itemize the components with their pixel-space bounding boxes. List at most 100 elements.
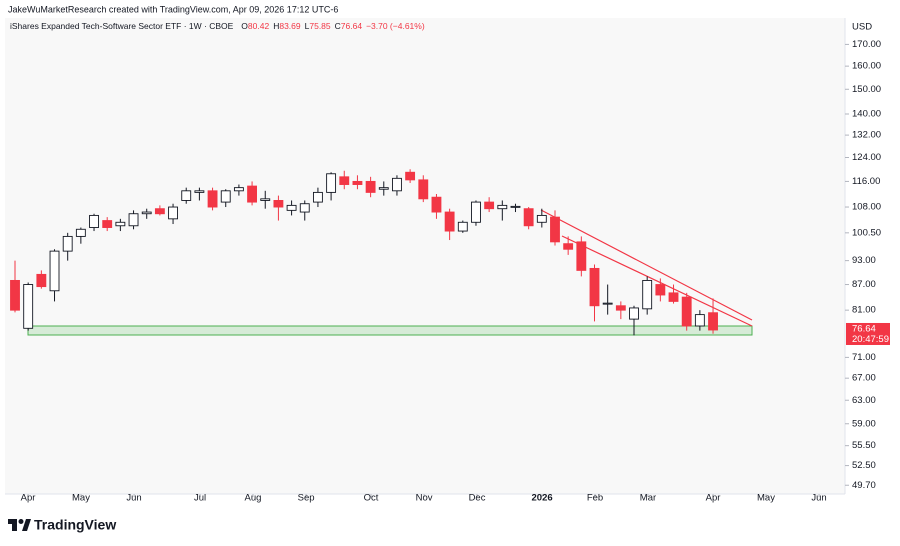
candle-body — [89, 214, 99, 228]
candle-body — [602, 302, 613, 305]
candle-body — [431, 196, 442, 213]
y-tick-label: 124.00 — [852, 152, 881, 163]
last-price: 76.64 — [852, 324, 876, 335]
y-tick-label: 55.50 — [852, 440, 876, 451]
candle-body — [102, 220, 113, 228]
y-tick-label: 67.00 — [852, 373, 876, 384]
candle-body — [563, 243, 574, 250]
candle-body — [326, 173, 337, 193]
y-tick-label: 116.00 — [852, 176, 880, 187]
logo-part — [12, 519, 17, 531]
y-tick-label: 81.00 — [852, 305, 876, 316]
candle-body — [339, 176, 350, 185]
legend-value: 75.85 — [309, 21, 331, 31]
plot-area — [5, 18, 845, 494]
candle-body — [154, 208, 165, 215]
candle-body — [629, 307, 639, 320]
legend-label: H — [273, 21, 279, 31]
candle-body — [168, 206, 178, 220]
x-tick-label: Oct — [364, 493, 379, 504]
candle-body — [418, 179, 429, 200]
y-tick-label: 132.00 — [852, 130, 881, 141]
x-tick-label: 2026 — [532, 493, 553, 504]
candle-body — [75, 228, 86, 237]
y-tick-label: 100.50 — [852, 227, 881, 238]
x-tick-label: Jul — [194, 493, 206, 504]
candle-body — [444, 211, 455, 232]
candle-body — [49, 250, 60, 292]
legend-value: 83.69 — [279, 21, 301, 31]
y-tick-label: 140.00 — [852, 109, 881, 120]
x-tick-label: May — [72, 493, 90, 504]
candle-body — [299, 203, 310, 213]
candle-body — [378, 187, 389, 190]
y-tick-label: 49.70 — [852, 480, 876, 491]
candle-body — [181, 190, 192, 201]
candle-body — [405, 171, 416, 181]
y-tick-label: 87.00 — [852, 279, 876, 290]
candle-body — [115, 221, 126, 227]
candle-body — [233, 187, 244, 192]
x-tick-label: Jun — [811, 493, 826, 504]
candle-body — [62, 235, 73, 252]
brand-logo: TradingView — [8, 517, 116, 533]
x-tick-label: May — [757, 493, 775, 504]
candle-body — [576, 241, 587, 271]
y-tick-label: 160.00 — [852, 61, 881, 72]
x-tick-label: Apr — [21, 493, 36, 504]
candle-body — [194, 190, 205, 193]
price-badge-bg — [846, 322, 890, 345]
header: JakeWuMarketResearch created with Tradin… — [8, 4, 338, 14]
currency: USD — [852, 22, 872, 33]
y-tick-label: 93.00 — [852, 255, 876, 266]
candle-body — [497, 204, 508, 210]
legend-change: −3.70 (−4.61%) — [366, 21, 425, 31]
candle-body — [550, 216, 560, 243]
legend-value: 76.64 — [341, 21, 363, 31]
logo-part — [22, 519, 31, 531]
y-tick-label: 59.00 — [852, 418, 876, 429]
candle-body — [510, 205, 521, 208]
y-tick-label: 71.00 — [852, 352, 876, 363]
candle-body — [523, 208, 534, 227]
legend-label: O — [241, 21, 248, 31]
logo-part — [18, 519, 24, 524]
brand: TradingView — [34, 517, 116, 533]
x-tick-label: Nov — [416, 493, 433, 504]
y-tick-label: 108.00 — [852, 202, 881, 213]
candle-body — [681, 296, 692, 327]
legend-value: 80.42 — [248, 21, 270, 31]
candle-body — [352, 180, 363, 185]
x-tick-label: Dec — [469, 493, 486, 504]
candle-body — [589, 267, 600, 307]
x-tick-label: Feb — [587, 493, 603, 504]
candle-body — [286, 204, 297, 211]
candle-body — [36, 273, 47, 288]
trendline — [540, 209, 753, 321]
candle-body — [471, 201, 481, 223]
candle-body — [668, 292, 679, 302]
x-tick-label: Jun — [126, 493, 141, 504]
x-tick-label: Sep — [298, 493, 315, 504]
trendline — [561, 235, 753, 327]
candle-body — [312, 191, 323, 203]
candle-body — [694, 314, 705, 327]
candle-body — [220, 190, 231, 203]
x-tick-label: Mar — [640, 493, 656, 504]
y-tick-label: 170.00 — [852, 39, 881, 50]
support-zone — [27, 325, 753, 336]
y-tick-label: 150.00 — [852, 84, 881, 95]
legend: iShares Expanded Tech-Software Sector ET… — [10, 21, 425, 31]
candle-body — [23, 284, 34, 329]
candle-body — [273, 200, 284, 208]
candle-body — [365, 180, 376, 193]
candle-body — [642, 279, 653, 310]
candle-body — [260, 198, 271, 201]
candle-body — [207, 190, 218, 208]
candle-body — [392, 177, 402, 192]
candle-body — [655, 284, 666, 296]
candle-body — [708, 312, 718, 331]
candle-body — [615, 305, 626, 311]
price-badge: 76.64 20:47:59 — [846, 322, 890, 345]
candle-body — [484, 201, 495, 210]
